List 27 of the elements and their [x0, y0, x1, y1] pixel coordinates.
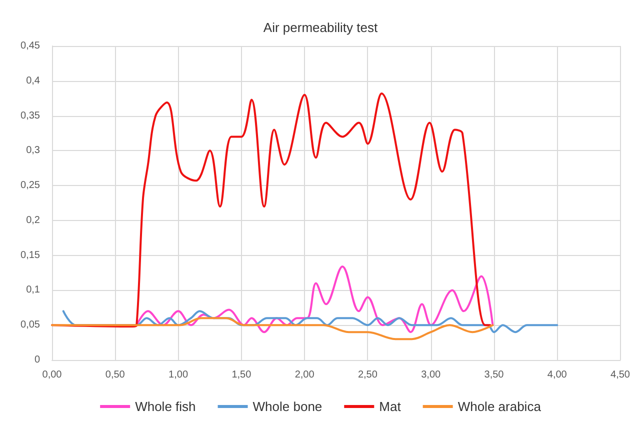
- y-tick-label: 0,45: [20, 40, 40, 52]
- y-tick-label: 0,1: [26, 284, 40, 296]
- x-tick-label: 3,50: [484, 370, 504, 380]
- y-tick-label: 0,05: [20, 320, 40, 331]
- x-tick-label: 1,50: [232, 370, 252, 380]
- legend-label: Whole bone: [252, 399, 322, 414]
- x-tick-label: 4,50: [610, 370, 630, 380]
- x-tick-label: 0,50: [105, 370, 126, 380]
- line-series: [51, 317, 494, 340]
- legend-label: Mat: [379, 399, 402, 414]
- y-tick-label: 0,25: [20, 180, 40, 192]
- x-tick-label: 2,00: [294, 370, 315, 380]
- y-tick-label: 0,3: [26, 145, 40, 156]
- legend-label: Whole arabica: [458, 399, 542, 414]
- x-tick-label: 0,00: [42, 370, 62, 380]
- y-tick-label: 0: [34, 354, 40, 366]
- line-series: [136, 266, 494, 334]
- x-tick-label: 2,50: [358, 370, 378, 380]
- x-tick-label: 3,00: [421, 370, 442, 380]
- x-tick-label: 4,00: [547, 370, 568, 380]
- y-tick-label: 0,15: [20, 250, 40, 261]
- y-tick-label: 0,35: [20, 110, 40, 122]
- legend-label: Whole fish: [135, 399, 196, 414]
- y-tick-label: 0,4: [26, 75, 40, 86]
- x-tick-label: 1,00: [168, 370, 188, 380]
- chart-title: Air permeability test: [263, 20, 378, 35]
- y-tick-label: 0,2: [26, 214, 40, 226]
